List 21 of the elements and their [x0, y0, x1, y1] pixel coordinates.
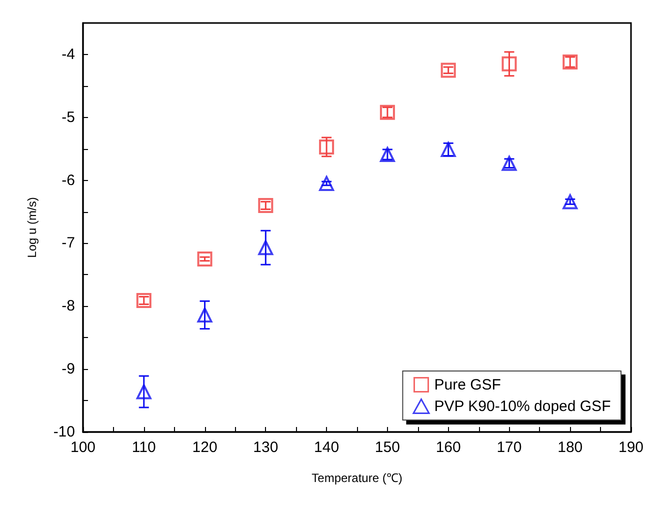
- x-tick-label: 180: [558, 439, 583, 456]
- x-tick-label: 100: [70, 439, 96, 456]
- y-tick-label: -7: [62, 234, 75, 252]
- y-tick-label: -8: [62, 298, 75, 315]
- x-tick-label: 140: [314, 439, 340, 456]
- y-tick-label: -4: [62, 46, 75, 63]
- y-tick-label: -5: [62, 108, 75, 126]
- y-axis-title: Log u (m/s): [25, 197, 39, 258]
- x-tick-label: 160: [436, 439, 461, 456]
- x-tick-label: 130: [253, 439, 278, 456]
- x-tick-label: 120: [192, 439, 218, 456]
- x-tick-label: 110: [132, 439, 156, 456]
- y-tick-label: -6: [62, 172, 75, 189]
- x-tick-label: 150: [374, 439, 400, 456]
- y-tick-label: -9: [62, 360, 75, 378]
- x-tick-label: 190: [618, 439, 644, 456]
- legend-label: PVP K90-10% doped GSF: [434, 398, 611, 415]
- y-tick-label: -10: [53, 424, 75, 440]
- x-axis-title: Temperature (℃): [312, 471, 402, 485]
- x-tick-label: 170: [496, 439, 522, 456]
- legend-label: Pure GSF: [434, 376, 501, 394]
